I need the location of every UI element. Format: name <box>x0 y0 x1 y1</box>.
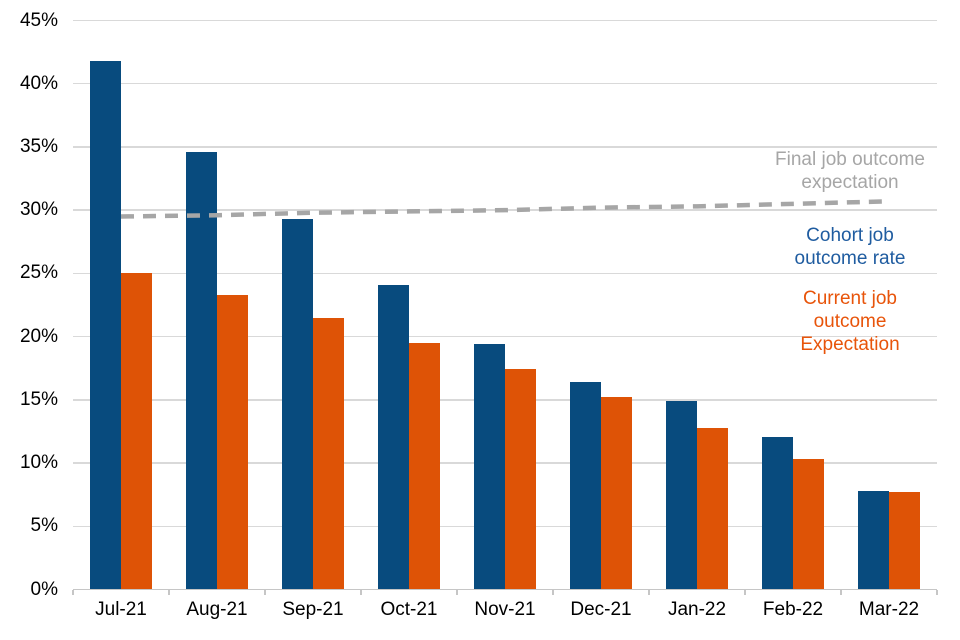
legend-final-line1: Final job outcome <box>775 149 925 170</box>
bar-current-mar-22 <box>889 492 920 590</box>
legend-cohort-line2: outcome rate <box>794 248 906 269</box>
y-axis-label-0%: 0% <box>30 578 58 600</box>
bar-current-oct-21 <box>409 342 440 590</box>
y-axis-label-35%: 35% <box>19 135 58 157</box>
bar-cohort-feb-22 <box>762 436 793 590</box>
x-axis-label-jul-21: Jul-21 <box>95 599 147 620</box>
x-axis-label-dec-21: Dec-21 <box>570 599 632 620</box>
bar-cohort-jul-21 <box>90 60 121 590</box>
y-axis-label-45%: 45% <box>19 9 58 31</box>
legend-current-line3: Expectation <box>800 334 900 355</box>
x-axis-tick <box>456 589 458 595</box>
x-axis-tick <box>168 589 170 595</box>
bar-current-nov-21 <box>505 369 536 590</box>
x-axis-label-jan-22: Jan-22 <box>667 599 727 620</box>
x-axis-tick <box>648 589 650 595</box>
x-axis-label-nov-21: Nov-21 <box>474 599 536 620</box>
x-axis-tick <box>552 589 554 595</box>
legend-current-line2: outcome <box>813 311 887 332</box>
bar-cohort-sep-21 <box>282 219 313 590</box>
legend-cohort-line1: Cohort job <box>806 225 894 246</box>
bar-cohort-jan-22 <box>666 401 697 590</box>
gridline-35% <box>73 146 937 148</box>
x-axis-label-sep-21: Sep-21 <box>282 599 344 620</box>
bar-cohort-aug-21 <box>186 152 217 590</box>
bar-current-dec-21 <box>601 397 632 590</box>
gridline-40% <box>73 83 937 85</box>
y-axis-label-30%: 30% <box>19 199 58 221</box>
x-axis-tick <box>72 589 74 595</box>
bar-current-sep-21 <box>313 317 344 590</box>
bar-current-jan-22 <box>697 427 728 590</box>
x-axis-tick <box>360 589 362 595</box>
gridline-20% <box>73 335 937 338</box>
gridline-25% <box>73 272 937 275</box>
gridline-0% <box>73 588 937 591</box>
y-axis-label-5%: 5% <box>30 515 58 537</box>
legend-final-job-outcome-expectation: Final job outcome expectation <box>752 148 948 194</box>
legend-current-line1: Current job <box>803 288 897 309</box>
legend-final-line2: expectation <box>801 172 899 193</box>
bar-cohort-oct-21 <box>378 284 409 590</box>
bar-cohort-dec-21 <box>570 382 601 590</box>
x-axis-tick <box>936 589 938 595</box>
y-axis-label-25%: 25% <box>19 262 58 284</box>
y-axis-label-20%: 20% <box>19 325 58 347</box>
bar-cohort-nov-21 <box>474 344 505 590</box>
x-axis-label-aug-21: Aug-21 <box>186 599 248 620</box>
bar-current-jul-21 <box>121 273 152 590</box>
bar-current-aug-21 <box>217 294 248 590</box>
bar-current-feb-22 <box>793 459 824 590</box>
gridline-45% <box>73 19 937 22</box>
x-axis-tick <box>264 589 266 595</box>
y-axis-label-10%: 10% <box>19 452 58 474</box>
x-axis-label-oct-21: Oct-21 <box>380 599 438 620</box>
y-axis-label-40%: 40% <box>19 72 58 94</box>
legend-cohort-job-outcome-rate: Cohort job outcome rate <box>752 224 948 270</box>
x-axis-label-mar-22: Mar-22 <box>858 599 920 620</box>
x-axis-tick <box>840 589 842 595</box>
y-axis-label-15%: 15% <box>19 388 58 410</box>
x-axis-tick <box>744 589 746 595</box>
x-axis-label-feb-22: Feb-22 <box>762 599 824 620</box>
bar-cohort-mar-22 <box>858 490 889 590</box>
legend-current-job-outcome-expectation: Current job outcome Expectation <box>752 287 948 356</box>
